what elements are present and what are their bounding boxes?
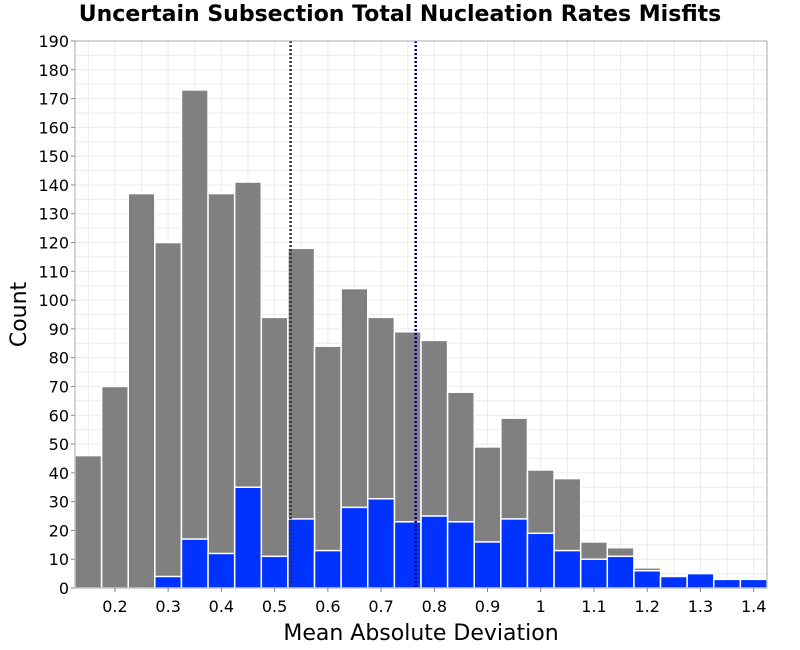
bar-subset [233, 486, 263, 589]
bar-total [180, 89, 209, 589]
reference-lines [289, 41, 417, 588]
chart-title: Uncertain Subsection Total Nucleation Ra… [78, 2, 722, 27]
y-tick-label: 30 [49, 493, 69, 512]
bar-subset [313, 549, 342, 589]
bar-subset [659, 575, 688, 589]
x-axis-label: Mean Absolute Deviation [283, 621, 558, 646]
bar-total [313, 345, 342, 589]
bar-subset [340, 506, 369, 589]
bar-subset [154, 575, 183, 589]
y-tick-label: 80 [49, 349, 69, 368]
bars [74, 89, 768, 589]
bar-subset [207, 552, 236, 589]
x-tick-label: 0.9 [475, 597, 500, 616]
bar-total [100, 385, 129, 589]
x-tick-label: 0.8 [422, 597, 447, 616]
y-tick-label: 180 [38, 61, 69, 80]
x-tick-label: 0.7 [368, 597, 393, 616]
y-tick-label: 40 [49, 464, 69, 483]
y-tick-label: 190 [38, 32, 69, 51]
bar-subset [713, 578, 742, 589]
y-tick-label: 60 [49, 406, 69, 425]
bar-subset [260, 555, 289, 589]
bar-total [154, 241, 183, 589]
y-tick-label: 110 [38, 262, 69, 281]
bar-subset [686, 572, 715, 589]
x-tick-label: 0.5 [262, 597, 287, 616]
y-tick-label: 0 [59, 579, 69, 598]
x-tick-label: 1.3 [688, 597, 713, 616]
bar-total [260, 316, 289, 589]
bar-subset [500, 518, 529, 589]
x-tick-label: 1.4 [741, 597, 766, 616]
y-tick-label: 130 [38, 205, 69, 224]
y-tick-label: 170 [38, 90, 69, 109]
y-tick-label: 150 [38, 147, 69, 166]
bar-subset [287, 518, 316, 589]
bar-total [127, 192, 156, 589]
y-tick-label: 160 [38, 118, 69, 137]
bar-subset [579, 558, 609, 589]
bar-subset [393, 521, 422, 589]
y-tick-label: 90 [49, 320, 69, 339]
bar-subset [473, 541, 502, 589]
bar-subset [446, 521, 475, 589]
y-tick-label: 70 [49, 377, 69, 396]
bar-total [74, 454, 103, 589]
x-tick-label: 0.2 [102, 597, 127, 616]
x-tick-label: 1.2 [635, 597, 660, 616]
y-tick-label: 100 [38, 291, 69, 310]
bar-subset [526, 532, 555, 589]
x-tick-label: 0.6 [315, 597, 340, 616]
bar-total [207, 192, 236, 589]
bar-subset [180, 538, 209, 589]
x-tick-label: 1 [536, 597, 546, 616]
x-tick-label: 0.3 [155, 597, 180, 616]
bar-subset [739, 578, 768, 589]
bar-subset [633, 569, 662, 589]
y-axis-ticks: 0 10 20 30 40 50 60 70 80 90 100 110 120 130 140 150 160… [38, 32, 75, 598]
bar-subset [606, 555, 635, 589]
x-tick-label: 0.4 [209, 597, 234, 616]
plot-frame [74, 40, 768, 589]
bar-subset [553, 549, 582, 589]
y-tick-label: 10 [49, 550, 69, 569]
y-tick-label: 20 [49, 521, 69, 540]
x-tick-label: 1.1 [581, 597, 606, 616]
x-axis-ticks: 0.2 0.3 0.4 0.5 0.6 0.7 0.8 0.9 1 1.1 1.2 1.3 1.4 [102, 588, 766, 616]
bar-subset [367, 498, 396, 589]
y-tick-label: 120 [38, 234, 69, 253]
y-tick-label: 140 [38, 176, 69, 195]
y-tick-label: 50 [49, 435, 69, 454]
y-axis-label: Count [7, 281, 32, 347]
bar-subset [420, 515, 449, 589]
